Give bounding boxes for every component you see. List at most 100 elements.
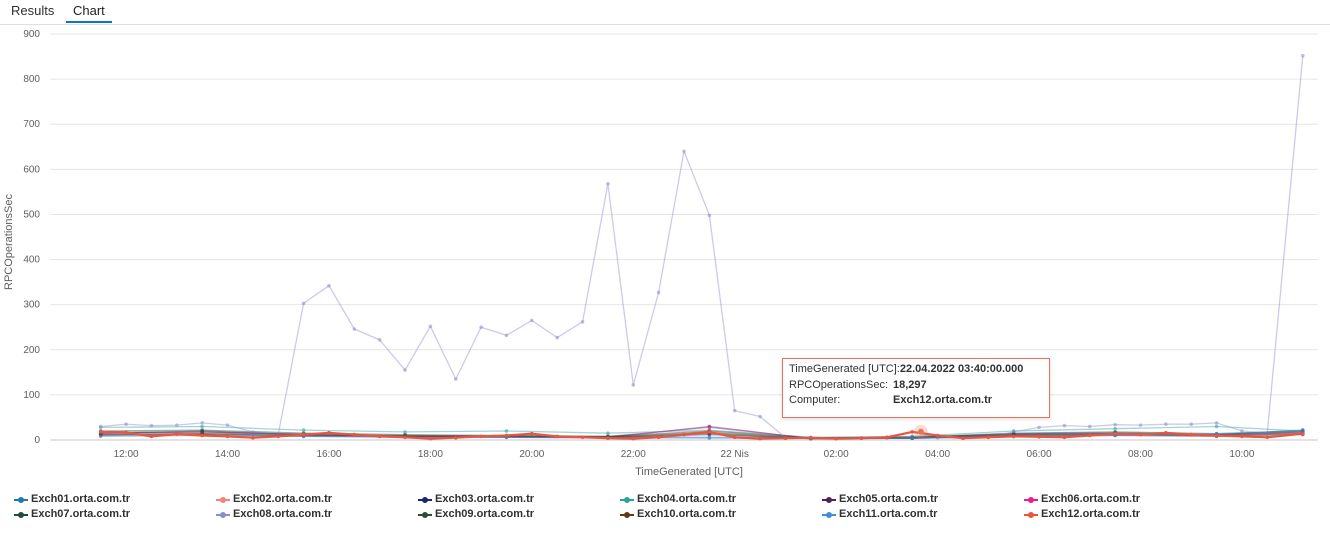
- data-point: [1300, 431, 1305, 436]
- data-point: [1265, 435, 1270, 440]
- data-point: [1138, 432, 1143, 437]
- data-point: [732, 435, 737, 440]
- data-point: [935, 433, 940, 438]
- data-point: [986, 435, 991, 440]
- data-point: [403, 368, 407, 372]
- y-axis-ticks: 0 100 200 300 400 500 600 700 800 900: [23, 29, 40, 446]
- data-point: [732, 408, 737, 413]
- data-point: [428, 324, 433, 329]
- data-point: [301, 432, 306, 437]
- legend-label: Exch08.orta.com.tr: [233, 508, 333, 520]
- x-tick-label: 16:00: [316, 449, 341, 460]
- chart-legend: Exch01.orta.com.tr Exch02.orta.com.tr Exch…: [14, 492, 1314, 528]
- data-point: [1214, 421, 1219, 425]
- y-tick-label: 300: [23, 300, 40, 311]
- series-line: [100, 55, 1304, 440]
- data-point: [859, 436, 864, 440]
- y-tick-label: 400: [23, 255, 40, 266]
- y-tick-label: 800: [23, 74, 40, 85]
- data-point: [631, 436, 636, 441]
- data-point: [200, 421, 204, 425]
- data-point: [175, 432, 179, 436]
- series-exch08: [98, 53, 1305, 441]
- data-point: [251, 435, 255, 440]
- data-point: [504, 429, 509, 433]
- x-tick-label: 08:00: [1128, 449, 1153, 460]
- legend-swatch-dot: [220, 497, 226, 503]
- data-point: [1300, 429, 1305, 433]
- data-point: [1214, 433, 1219, 438]
- legend-label: Exch07.orta.com.tr: [31, 508, 131, 520]
- data-point: [555, 434, 559, 439]
- x-tick-label: 02:00: [824, 449, 849, 460]
- data-point: [327, 430, 331, 435]
- data-point: [352, 327, 357, 331]
- data-point: [479, 434, 483, 439]
- legend-label: Exch05.orta.com.tr: [839, 493, 939, 505]
- tab-chart[interactable]: Chart: [73, 3, 105, 18]
- data-point: [1011, 434, 1016, 439]
- series-exch12: [98, 430, 1305, 441]
- data-point: [1240, 434, 1244, 439]
- data-point: [479, 325, 483, 330]
- data-point: [428, 436, 433, 441]
- data-point: [175, 423, 179, 427]
- data-point: [504, 333, 509, 338]
- data-point: [707, 430, 712, 434]
- data-point: [707, 436, 712, 440]
- data-point: [1011, 430, 1016, 434]
- data-point: [707, 213, 712, 218]
- data-point: [403, 430, 407, 434]
- y-tick-label: 900: [23, 29, 40, 40]
- data-point: [606, 436, 610, 440]
- data-point: [809, 435, 813, 440]
- x-tick-label: 10:00: [1229, 449, 1254, 460]
- legend-swatch-dot: [422, 497, 428, 503]
- x-tick-label: 12:00: [114, 449, 139, 460]
- data-point: [1113, 431, 1117, 436]
- tooltip-row-metric: RPCOperationsSec: 18,297: [789, 378, 1043, 394]
- data-point: [377, 338, 382, 342]
- legend-swatch-dot: [826, 512, 832, 518]
- data-point: [1265, 430, 1270, 435]
- tooltip-row-computer: Computer: Exch12.orta.com.tr: [789, 393, 1043, 409]
- y-tick-label: 500: [23, 209, 40, 220]
- data-point: [834, 436, 838, 441]
- data-point: [301, 428, 306, 432]
- x-tick-label: 22:00: [621, 449, 646, 460]
- legend-label: Exch11.orta.com.tr: [839, 508, 938, 520]
- data-point: [1087, 433, 1092, 438]
- data-point: [225, 423, 230, 427]
- tab-bar: Results Chart: [0, 0, 1330, 25]
- legend-label: Exch12.orta.com.tr: [1041, 508, 1141, 520]
- data-point: [149, 434, 154, 439]
- x-tick-label: 20:00: [519, 449, 544, 460]
- legend-swatch-dot: [18, 512, 24, 518]
- data-point: [98, 434, 103, 439]
- legend-swatch-dot: [624, 497, 630, 503]
- tooltip-value: Exch12.orta.com.tr: [893, 394, 993, 406]
- data-point: [783, 436, 788, 440]
- data-point: [1087, 424, 1092, 429]
- chart-grid: [50, 33, 1318, 441]
- data-point: [504, 433, 509, 438]
- legend-swatch-dot: [18, 497, 24, 503]
- data-point: [1113, 426, 1117, 431]
- chart-tooltip: TimeGenerated [UTC]:22.04.2022 03:40:00.…: [782, 358, 1050, 418]
- tab-results[interactable]: Results: [11, 3, 55, 18]
- data-point: [1037, 435, 1041, 439]
- legend-swatch-dot: [1028, 512, 1034, 518]
- data-point: [758, 436, 762, 441]
- data-point: [910, 430, 915, 434]
- x-axis-ticks: 12:00 14:00 16:00 18:00 20:00 22:00 22 Nis 02:0…: [114, 449, 1255, 460]
- data-point: [656, 435, 661, 440]
- data-point: [124, 430, 128, 435]
- data-point: [403, 435, 407, 440]
- data-point: [580, 320, 585, 324]
- legend-swatch-dot: [422, 512, 428, 518]
- data-point: [910, 436, 915, 440]
- data-point: [656, 290, 661, 295]
- x-tick-label: 04:00: [925, 449, 950, 460]
- data-point: [530, 318, 534, 323]
